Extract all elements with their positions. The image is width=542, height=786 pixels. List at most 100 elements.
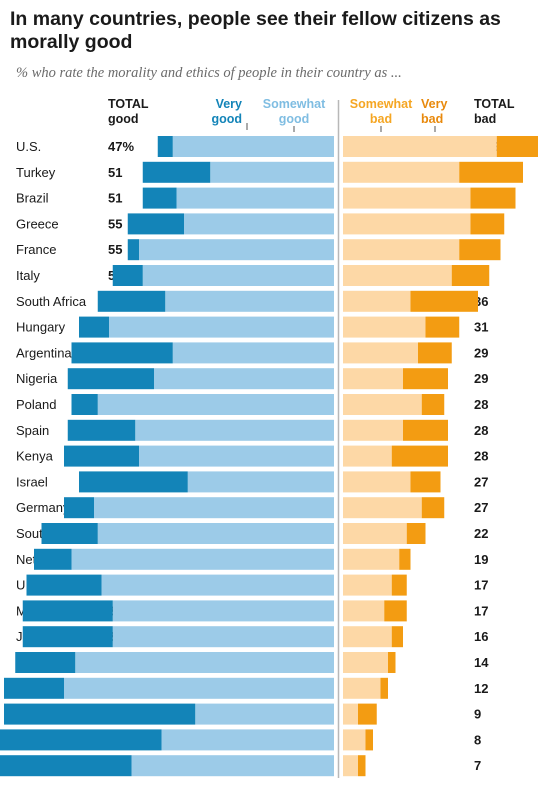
country-label-argentina: Argentina xyxy=(16,345,72,360)
bar-very-bad-netherlands xyxy=(399,548,411,570)
total-bad-south-korea: 22 xyxy=(474,526,488,541)
bar-somewhat-bad-greece xyxy=(343,213,471,235)
bar-somewhat-bad-canada xyxy=(343,755,358,777)
bar-very-bad-u-s xyxy=(496,136,538,157)
bar-very-bad-brazil xyxy=(470,187,516,209)
country-label-greece: Greece xyxy=(16,216,59,231)
chart-title: In many countries, people see their fell… xyxy=(10,8,501,53)
bar-somewhat-bad-germany xyxy=(343,497,422,519)
header-total-bad-line2: bad xyxy=(474,112,496,126)
bar-somewhat-bad-kenya xyxy=(343,445,392,467)
bar-very-good-poland xyxy=(71,394,98,415)
total-good-brazil: 51 xyxy=(108,191,122,206)
bar-very-bad-spain xyxy=(403,419,448,441)
bar-very-good-japan xyxy=(22,626,113,648)
bar-somewhat-good-israel xyxy=(187,471,334,493)
header-total-good-line2: good xyxy=(108,112,139,126)
bar-very-bad-hungary xyxy=(425,316,460,338)
header-somewhat-good-line2: good xyxy=(279,112,310,126)
header-somewhat-bad-line2: bad xyxy=(370,112,392,126)
bar-very-bad-italy xyxy=(451,265,490,286)
total-good-u-s: 47% xyxy=(108,139,134,154)
bar-somewhat-good-indonesia xyxy=(161,729,334,751)
bar-somewhat-good-india xyxy=(195,703,334,725)
bar-very-good-greece xyxy=(127,213,184,235)
total-good-greece: 55 xyxy=(108,216,122,231)
bar-somewhat-good-japan xyxy=(112,626,334,648)
bar-somewhat-good-australia xyxy=(75,652,334,673)
total-bad-australia: 14 xyxy=(474,655,489,670)
bar-somewhat-good-nigeria xyxy=(154,368,334,390)
country-label-spain: Spain xyxy=(16,423,49,438)
bar-somewhat-bad-u-k xyxy=(343,574,392,596)
bar-somewhat-bad-hungary xyxy=(343,316,426,338)
total-bad-spain: 28 xyxy=(474,423,488,438)
bar-very-good-argentina xyxy=(71,342,173,364)
bar-somewhat-good-u-s xyxy=(172,136,334,157)
bar-very-good-turkey xyxy=(142,161,211,183)
bar-somewhat-good-greece xyxy=(184,213,334,235)
header-somewhat-bad-line1: Somewhat xyxy=(350,97,413,111)
bar-very-bad-india xyxy=(358,703,377,725)
bar-very-good-spain xyxy=(67,419,136,441)
total-bad-israel: 27 xyxy=(474,474,488,489)
country-label-nigeria: Nigeria xyxy=(16,371,58,386)
header-very-good-line1: Very xyxy=(216,97,242,111)
bar-somewhat-good-italy xyxy=(142,265,334,286)
bar-somewhat-good-mexico xyxy=(112,600,334,622)
bar-very-bad-mexico xyxy=(384,600,407,622)
bar-very-good-germany xyxy=(64,497,94,519)
bar-somewhat-bad-indonesia xyxy=(343,729,366,751)
bar-somewhat-bad-australia xyxy=(343,652,388,673)
bar-very-good-indonesia xyxy=(0,729,162,751)
bar-very-good-israel xyxy=(79,471,188,493)
bar-very-good-france xyxy=(127,239,139,261)
bar-very-good-brazil xyxy=(142,187,177,209)
header-total-good-line1: TOTAL xyxy=(108,97,149,111)
bar-very-bad-japan xyxy=(391,626,403,648)
bar-somewhat-good-canada xyxy=(131,755,334,777)
bar-somewhat-good-turkey xyxy=(210,161,334,183)
country-label-kenya: Kenya xyxy=(16,449,54,464)
bar-somewhat-bad-u-s xyxy=(343,136,497,157)
total-bad-hungary: 31 xyxy=(474,320,488,335)
header-very-bad-line1: Very xyxy=(421,97,447,111)
country-label-italy: Italy xyxy=(16,268,40,283)
bar-somewhat-bad-india xyxy=(343,703,358,725)
total-bad-canada: 7 xyxy=(474,758,481,773)
bar-somewhat-bad-japan xyxy=(343,626,392,648)
bar-very-bad-germany xyxy=(421,497,445,519)
total-bad-netherlands: 19 xyxy=(474,552,488,567)
bar-very-bad-poland xyxy=(421,394,445,415)
header-total-bad-line1: TOTAL xyxy=(474,97,515,111)
country-label-israel: Israel xyxy=(16,474,48,489)
bar-very-bad-sweden xyxy=(380,677,388,699)
bar-very-bad-south-africa xyxy=(410,290,478,312)
bar-somewhat-bad-spain xyxy=(343,419,403,441)
bar-very-good-u-k xyxy=(26,574,102,596)
bar-very-good-sweden xyxy=(4,677,64,699)
bar-somewhat-good-germany xyxy=(94,497,334,519)
bar-very-bad-nigeria xyxy=(403,368,448,390)
total-good-turkey: 51 xyxy=(108,165,122,180)
bar-somewhat-bad-netherlands xyxy=(343,548,400,570)
total-bad-japan: 16 xyxy=(474,629,488,644)
bar-very-bad-france xyxy=(459,239,501,261)
bar-somewhat-bad-france xyxy=(343,239,460,261)
bar-very-good-australia xyxy=(15,652,76,673)
bar-very-good-hungary xyxy=(79,316,109,338)
bar-somewhat-bad-brazil xyxy=(343,187,471,209)
bar-very-bad-canada xyxy=(358,755,366,777)
bar-somewhat-good-kenya xyxy=(139,445,334,467)
total-bad-u-k: 17 xyxy=(474,578,488,593)
country-label-poland: Poland xyxy=(16,397,56,412)
bar-somewhat-good-brazil xyxy=(176,187,334,209)
bar-very-good-india xyxy=(4,703,196,725)
bar-very-bad-israel xyxy=(410,471,441,493)
header-very-good-line2: good xyxy=(211,112,242,126)
bar-somewhat-good-u-k xyxy=(101,574,334,596)
country-label-hungary: Hungary xyxy=(16,320,66,335)
total-bad-germany: 27 xyxy=(474,500,488,515)
bar-very-good-kenya xyxy=(64,445,139,467)
